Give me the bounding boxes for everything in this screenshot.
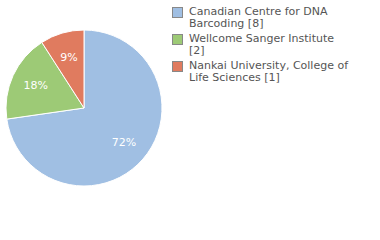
html-text:Canadian Centre for DNA Barcod: Canadian Centre for DNA Barcoding [8] bbox=[189, 5, 328, 30]
svg-text:72%: 72% bbox=[112, 136, 136, 149]
html-text:Wellcome Sanger Institute [2]: Wellcome Sanger Institute [2] bbox=[189, 32, 334, 57]
svg-text:18%: 18% bbox=[24, 79, 48, 92]
html-text:Nankai University, College of: Nankai University, College of Life Scien… bbox=[189, 59, 348, 84]
svg-text:9%: 9% bbox=[60, 51, 77, 64]
